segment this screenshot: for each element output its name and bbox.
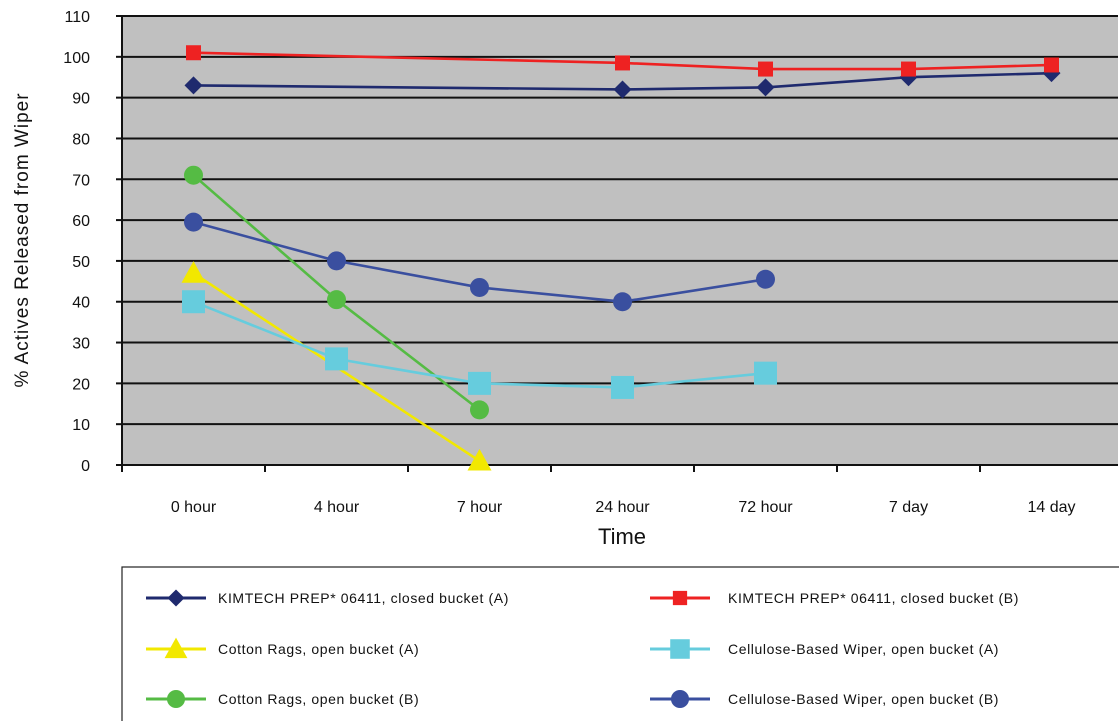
legend-label: KIMTECH PREP* 06411, closed bucket (A) <box>218 590 509 606</box>
y-tick-label: 30 <box>72 336 90 353</box>
series <box>184 165 489 420</box>
series <box>186 45 1059 77</box>
legend-item: Cellulose-Based Wiper, open bucket (A) <box>650 639 999 659</box>
y-tick-label: 60 <box>72 213 90 230</box>
data-point-square <box>754 361 777 385</box>
axes <box>121 16 1118 472</box>
legend: KIMTECH PREP* 06411, closed bucket (A) KI… <box>146 589 1019 709</box>
data-point-circle <box>327 290 346 310</box>
data-point-square <box>1044 57 1059 73</box>
y-tick-label: 20 <box>72 376 90 393</box>
data-point-triangle <box>164 637 188 659</box>
legend-item: Cotton Rags, open bucket (B) <box>146 689 419 709</box>
y-tick-label: 50 <box>72 254 90 271</box>
data-point-circle <box>670 689 690 709</box>
data-point-square <box>182 290 205 314</box>
data-point-circle <box>166 689 186 709</box>
data-point-square <box>186 45 201 61</box>
legend-item: Cotton Rags, open bucket (A) <box>146 637 419 659</box>
y-tick-label: 70 <box>72 172 90 189</box>
y-tick-labels: 0 10 20 30 40 50 60 70 80 90 100 110 <box>63 9 90 475</box>
x-tick-label: 14 day <box>1027 499 1075 516</box>
data-point-circle <box>470 400 489 420</box>
y-tick-label: 10 <box>72 417 90 434</box>
y-tick-label: 40 <box>72 295 90 312</box>
y-tick-label: 110 <box>64 9 90 26</box>
x-axis-title: Time <box>598 524 646 549</box>
series <box>182 290 777 399</box>
data-point-triangle <box>467 448 492 471</box>
data-point-square <box>611 375 634 399</box>
data-point-circle <box>756 269 775 289</box>
data-point-square <box>615 55 630 71</box>
y-axis-title: % Actives Released from Wiper <box>12 92 33 387</box>
x-tick-label: 0 hour <box>171 499 217 516</box>
data-point-circle <box>184 165 203 185</box>
data-point-circle <box>613 292 632 312</box>
data-point-square <box>325 347 348 371</box>
y-tick-label: 80 <box>72 131 90 148</box>
data-point-square <box>758 61 773 77</box>
data-point-diamond <box>613 80 632 99</box>
x-tick-label: 7 hour <box>457 499 503 516</box>
legend-item: KIMTECH PREP* 06411, closed bucket (B) <box>650 590 1019 606</box>
series-lines <box>181 45 1061 471</box>
legend-item: Cellulose-Based Wiper, open bucket (B) <box>650 689 999 709</box>
data-point-circle <box>184 212 203 232</box>
legend-label: Cellulose-Based Wiper, open bucket (A) <box>728 641 999 657</box>
x-tick-label: 24 hour <box>595 499 650 516</box>
legend-label: Cellulose-Based Wiper, open bucket (B) <box>728 691 999 707</box>
data-point-diamond <box>756 78 775 97</box>
legend-box <box>121 566 1119 721</box>
y-tick-label: 90 <box>72 91 90 108</box>
data-point-diamond <box>167 589 185 607</box>
y-tick-label: 100 <box>63 50 90 67</box>
data-point-square <box>672 590 688 606</box>
legend-item: KIMTECH PREP* 06411, closed bucket (A) <box>146 589 509 607</box>
data-point-triangle <box>181 261 206 283</box>
series <box>184 212 775 312</box>
x-tick-label: 7 day <box>889 499 928 516</box>
data-point-diamond <box>184 76 203 95</box>
x-tick-label: 4 hour <box>314 499 360 516</box>
data-point-square <box>670 639 690 659</box>
x-tick-label: 72 hour <box>738 499 793 516</box>
gridlines <box>116 15 1118 466</box>
data-point-circle <box>470 277 489 297</box>
y-tick-label: 0 <box>81 458 90 475</box>
legend-label: KIMTECH PREP* 06411, closed bucket (B) <box>728 590 1019 606</box>
legend-label: Cotton Rags, open bucket (B) <box>218 691 419 707</box>
data-point-circle <box>327 251 346 271</box>
data-point-square <box>468 371 491 395</box>
legend-label: Cotton Rags, open bucket (A) <box>218 641 419 657</box>
x-tick-labels: 0 hour 4 hour 7 hour 24 hour 72 hour 7 day 14 … <box>171 499 1076 516</box>
data-point-square <box>901 61 916 77</box>
